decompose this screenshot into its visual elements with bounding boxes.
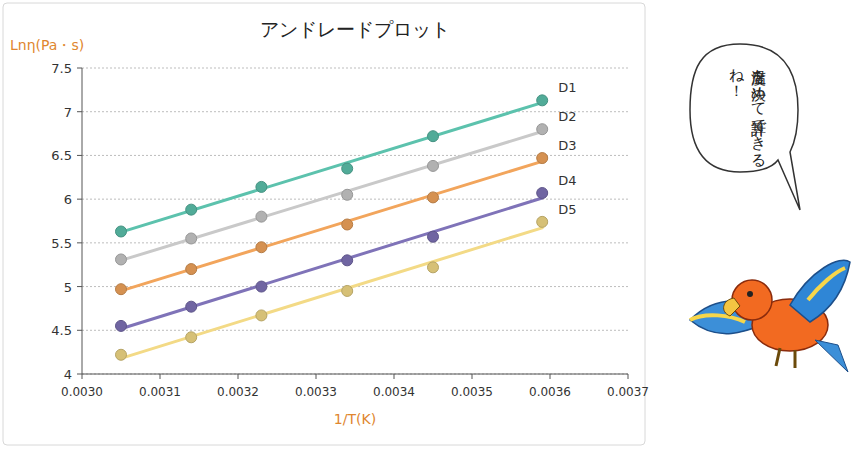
data-point — [186, 233, 197, 244]
y-tick-label: 4 — [64, 367, 72, 382]
y-tick-label: 6 — [64, 192, 72, 207]
x-tick — [550, 374, 551, 379]
title: アンドレードプロット — [260, 18, 450, 40]
legend-label: D5 — [558, 202, 576, 217]
x-tick — [628, 374, 629, 379]
y-tick — [77, 242, 82, 243]
trend-line — [121, 228, 542, 359]
data-point — [342, 163, 353, 174]
data-point — [342, 255, 353, 266]
x-tick-label: 0.0037 — [607, 385, 649, 399]
data-point — [116, 284, 127, 295]
x-tick-label: 0.0036 — [529, 385, 571, 399]
wing-stripe — [808, 268, 845, 300]
tail — [815, 340, 848, 372]
data-point — [428, 160, 439, 171]
y-axis-title: Lnη(Pa・s) — [10, 37, 84, 53]
chart-frame — [3, 3, 645, 445]
data-point — [428, 192, 439, 203]
grid-line — [82, 199, 628, 200]
data-point — [256, 211, 267, 222]
grid-line — [82, 111, 628, 112]
data-point — [186, 301, 197, 312]
y-tick-label: 7.5 — [51, 61, 72, 76]
data-point — [537, 95, 548, 106]
grid-line — [82, 374, 628, 375]
x-tick — [316, 374, 317, 379]
x-tick-label: 0.0035 — [451, 385, 493, 399]
data-point — [537, 124, 548, 135]
data-point — [342, 189, 353, 200]
x-tick-label: 0.0030 — [61, 385, 103, 399]
y-tick-label: 7 — [64, 105, 72, 120]
grid-line — [82, 68, 628, 69]
legend-label: D4 — [558, 173, 576, 188]
y-tick — [77, 111, 82, 112]
data-point — [186, 332, 197, 343]
data-point — [116, 226, 127, 237]
y-tick — [77, 68, 82, 69]
trend-line — [121, 198, 542, 329]
speech-text: 温度を決めて計算できるね！ — [706, 58, 770, 166]
plot-area — [116, 95, 548, 360]
data-point — [256, 281, 267, 292]
legend-label: D1 — [558, 80, 576, 95]
wing-stripe — [690, 315, 745, 322]
data-point — [116, 320, 127, 331]
y-axis — [82, 68, 83, 374]
x-tick — [160, 374, 161, 379]
x-tick-label: 0.0031 — [139, 385, 181, 399]
data-point — [342, 219, 353, 230]
x-tick — [82, 374, 83, 379]
y-tick-label: 5.5 — [51, 236, 72, 251]
x-tick-label: 0.0033 — [295, 385, 337, 399]
legs — [776, 348, 795, 368]
data-point — [537, 216, 548, 227]
legend-label: D3 — [558, 138, 576, 153]
data-point — [428, 262, 439, 273]
data-point — [186, 204, 197, 215]
data-point — [116, 349, 127, 360]
x-axis-title: 1/T(K) — [334, 411, 376, 427]
data-point — [428, 131, 439, 142]
data-point — [537, 188, 548, 199]
page: {"chart_data": {"type": "scatter", "titl… — [0, 0, 853, 449]
eye — [747, 291, 753, 297]
data-point — [256, 242, 267, 253]
y-tick — [77, 330, 82, 331]
x-tick — [394, 374, 395, 379]
y-tick-label: 4.5 — [51, 323, 72, 338]
chart: アンドレードプロット Lnη(Pa・s) 1/T(K) 4 4.5 5 5.5 6 6.5 7 7.… — [0, 0, 853, 449]
x-axis — [82, 374, 628, 375]
x-tick — [238, 374, 239, 379]
x-tick — [472, 374, 473, 379]
grid-line — [82, 330, 628, 331]
data-point — [342, 285, 353, 296]
wing-right — [790, 260, 850, 322]
y-tick — [77, 199, 82, 200]
data-point — [116, 254, 127, 265]
data-point — [428, 231, 439, 242]
speech-bubble — [690, 44, 800, 210]
y-tick-label: 5 — [64, 280, 72, 295]
y-tick — [77, 286, 82, 287]
data-point — [186, 264, 197, 275]
data-point — [537, 153, 548, 164]
trend-line — [121, 132, 542, 261]
data-point — [256, 310, 267, 321]
y-tick-label: 6.5 — [51, 148, 72, 163]
parrot-illustration — [690, 260, 850, 372]
trend-line — [121, 103, 542, 232]
trend-line — [121, 161, 542, 290]
data-point — [256, 181, 267, 192]
x-tick-label: 0.0032 — [217, 385, 259, 399]
x-tick-label: 0.0034 — [373, 385, 415, 399]
y-tick — [77, 155, 82, 156]
grid-line — [82, 242, 628, 243]
parrot-head — [732, 280, 772, 320]
y-tick — [77, 374, 82, 375]
legend-label: D2 — [558, 109, 576, 124]
beak — [724, 298, 740, 316]
